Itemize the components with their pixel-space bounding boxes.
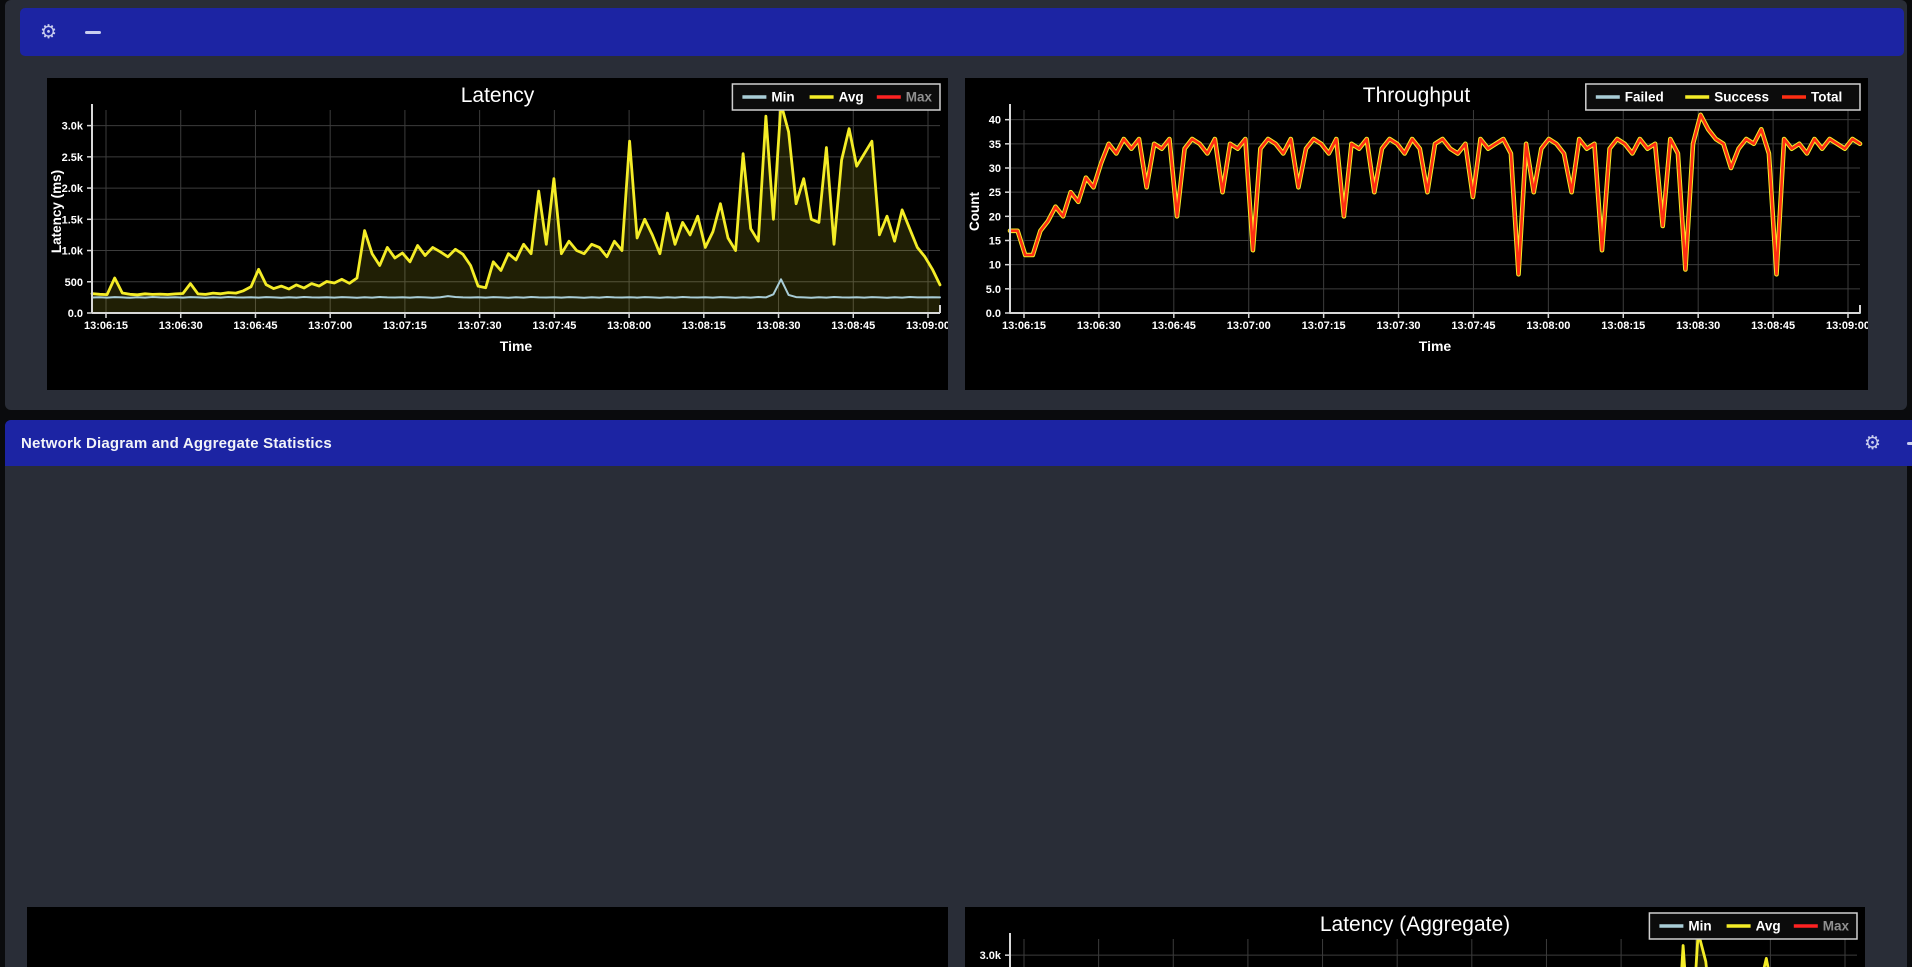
- latency-aggregate-chart-title: Latency (Aggregate): [1320, 913, 1510, 936]
- svg-text:13:06:45: 13:06:45: [1152, 320, 1196, 332]
- svg-text:0.0: 0.0: [68, 308, 83, 320]
- network-section: Network Diagram and Aggregate Statistics…: [5, 420, 1912, 967]
- svg-text:13:06:30: 13:06:30: [1077, 320, 1121, 332]
- svg-text:10: 10: [989, 260, 1001, 272]
- svg-text:5.0: 5.0: [986, 284, 1001, 296]
- svg-text:13:07:15: 13:07:15: [383, 320, 427, 332]
- svg-text:2.5k: 2.5k: [62, 152, 84, 164]
- legend-item-total[interactable]: Total: [1811, 90, 1842, 105]
- gear-icon[interactable]: ⚙: [1863, 431, 1881, 454]
- svg-text:13:07:45: 13:07:45: [1451, 320, 1495, 332]
- svg-text:13:08:45: 13:08:45: [1751, 320, 1795, 332]
- svg-text:13:06:15: 13:06:15: [84, 320, 128, 332]
- svg-text:13:08:00: 13:08:00: [1526, 320, 1570, 332]
- legend-item-max[interactable]: Max: [1823, 919, 1850, 934]
- svg-text:13:07:30: 13:07:30: [458, 320, 502, 332]
- svg-text:0.0: 0.0: [986, 308, 1001, 320]
- svg-text:20: 20: [989, 211, 1001, 223]
- svg-text:40: 40: [989, 115, 1001, 127]
- svg-text:Count: Count: [967, 192, 982, 231]
- gear-icon[interactable]: ⚙: [40, 20, 58, 43]
- svg-text:13:07:00: 13:07:00: [308, 320, 352, 332]
- legend-item-max[interactable]: Max: [906, 90, 933, 105]
- svg-text:1.5k: 1.5k: [62, 214, 84, 226]
- legend-item-success[interactable]: Success: [1714, 90, 1769, 105]
- svg-text:15: 15: [989, 236, 1001, 248]
- network-section-header: Network Diagram and Aggregate Statistics…: [5, 420, 1912, 466]
- svg-text:13:08:45: 13:08:45: [831, 320, 875, 332]
- svg-text:Latency (ms): Latency (ms): [49, 170, 64, 253]
- throughput-chart-title: Throughput: [1363, 84, 1471, 107]
- network-diagram-canvas[interactable]: us-east-1us-east-1b10.8.26.15310.8.26.87…: [27, 907, 948, 967]
- svg-text:13:09:00: 13:09:00: [1826, 320, 1868, 332]
- svg-text:13:08:30: 13:08:30: [757, 320, 801, 332]
- legend-item-failed[interactable]: Failed: [1625, 90, 1664, 105]
- top-charts-section: ⚙ 0.0 500 1.0k 1.5k 2.0k 2.5k 3.0k 13:06:15 13:0…: [5, 0, 1907, 410]
- svg-text:13:09:00: 13:09:00: [906, 320, 948, 332]
- throughput-chart-canvas[interactable]: 0.0 5.0 10 15 20 25 30 35 40 13:06:15 13:06:30 13:0…: [965, 78, 1870, 390]
- svg-text:3.0k: 3.0k: [980, 950, 1002, 962]
- svg-text:13:07:00: 13:07:00: [1227, 320, 1271, 332]
- svg-text:35: 35: [989, 139, 1001, 151]
- svg-text:13:06:30: 13:06:30: [159, 320, 203, 332]
- svg-text:500: 500: [65, 277, 83, 289]
- collapse-icon[interactable]: [1907, 441, 1912, 445]
- legend-item-avg[interactable]: Avg: [1756, 919, 1781, 934]
- svg-text:13:06:45: 13:06:45: [233, 320, 277, 332]
- svg-text:2.0k: 2.0k: [62, 183, 84, 195]
- svg-text:25: 25: [989, 187, 1001, 199]
- latency-aggregate-chart-panel[interactable]: 0.05001.0k1.5k2.0k2.5k3.0k13:06:1513:06:…: [965, 907, 1865, 967]
- svg-text:3.0k: 3.0k: [62, 121, 84, 133]
- svg-text:1.0k: 1.0k: [62, 246, 84, 258]
- svg-text:30: 30: [989, 163, 1001, 175]
- latency-chart-panel[interactable]: 0.0 500 1.0k 1.5k 2.0k 2.5k 3.0k 13:06:15 13:06:…: [47, 78, 950, 390]
- legend-item-avg[interactable]: Avg: [839, 90, 864, 105]
- latency-chart-canvas[interactable]: 0.0 500 1.0k 1.5k 2.0k 2.5k 3.0k 13:06:15 13:06:…: [47, 78, 950, 390]
- legend-item-min[interactable]: Min: [1688, 919, 1711, 934]
- svg-text:13:07:45: 13:07:45: [532, 320, 576, 332]
- svg-text:13:07:30: 13:07:30: [1377, 320, 1421, 332]
- svg-text:13:06:15: 13:06:15: [1002, 320, 1046, 332]
- section-title: Network Diagram and Aggregate Statistics: [21, 434, 332, 452]
- svg-text:Time: Time: [500, 338, 533, 354]
- throughput-chart-panel[interactable]: 0.0 5.0 10 15 20 25 30 35 40 13:06:15 13:06:30 13:0…: [965, 78, 1870, 390]
- latency-aggregate-chart-canvas[interactable]: 0.05001.0k1.5k2.0k2.5k3.0k13:06:1513:06:…: [965, 907, 1865, 967]
- top-section-header: ⚙: [20, 8, 1904, 56]
- network-diagram-panel[interactable]: us-east-1us-east-1b10.8.26.15310.8.26.87…: [27, 907, 948, 967]
- collapse-icon[interactable]: [85, 30, 102, 34]
- legend-item-min[interactable]: Min: [771, 90, 794, 105]
- latency-chart-title: Latency: [461, 84, 535, 107]
- svg-text:Time: Time: [1419, 338, 1452, 354]
- svg-text:13:07:15: 13:07:15: [1302, 320, 1346, 332]
- svg-text:13:08:00: 13:08:00: [607, 320, 651, 332]
- svg-text:13:08:15: 13:08:15: [682, 320, 726, 332]
- svg-text:13:08:30: 13:08:30: [1676, 320, 1720, 332]
- svg-text:13:08:15: 13:08:15: [1601, 320, 1645, 332]
